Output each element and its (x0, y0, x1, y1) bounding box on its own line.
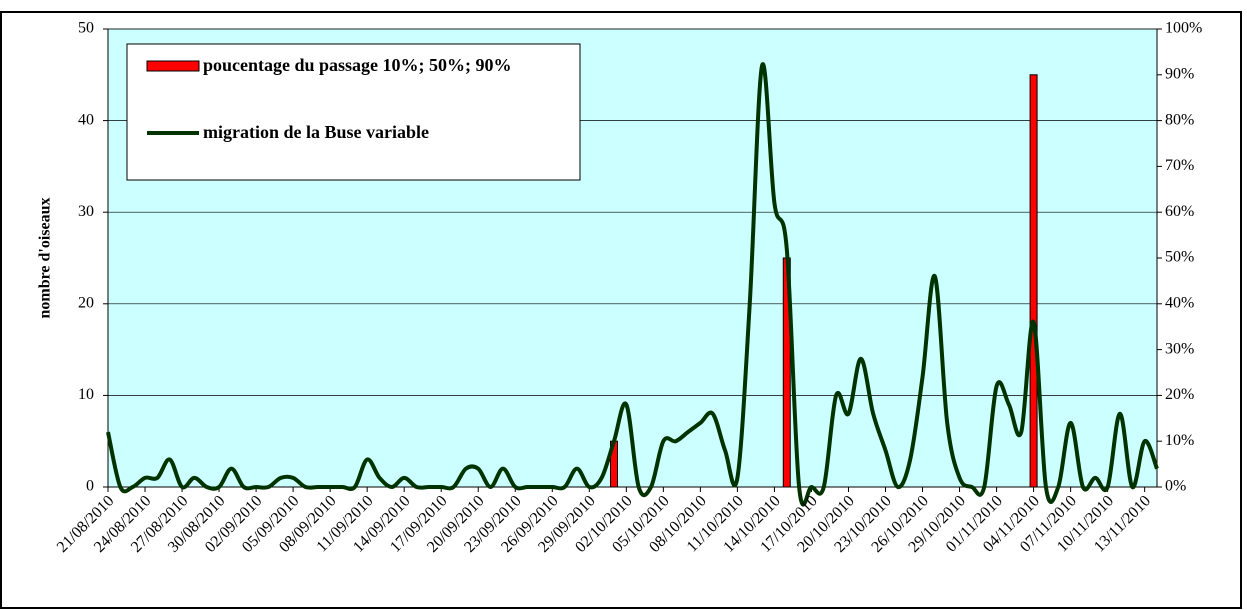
y2-tick-label: 30% (1165, 340, 1194, 357)
y2-tick-label: 20% (1165, 386, 1194, 403)
y2-tick-label: 10% (1165, 432, 1194, 449)
bar (1029, 74, 1038, 488)
y2-tick-label: 50% (1165, 249, 1194, 266)
y2-tick-label: 0% (1165, 478, 1186, 495)
y2-tick-label: 60% (1165, 203, 1194, 220)
y-tick-label: 30 (78, 203, 94, 220)
y2-tick-label: 40% (1165, 294, 1194, 311)
legend: poucentage du passage 10%; 50%; 90% migra… (126, 43, 581, 181)
y2-tick-label: 80% (1165, 111, 1194, 128)
y2-tick-label: 70% (1165, 157, 1194, 174)
legend-swatch (146, 60, 200, 72)
line (106, 62, 1159, 507)
legend-item: migration de la Buse variable (203, 122, 429, 142)
y-axis-title: nombre d'oiseaux (37, 197, 54, 318)
legend-label: migration de la Buse variable (203, 122, 429, 142)
marks (106, 62, 1159, 507)
y-tick-label: 0 (86, 478, 94, 495)
y2-tick-label: 100% (1165, 20, 1202, 37)
legend-box (126, 43, 581, 181)
y-tick-label: 10 (78, 386, 94, 403)
y2-tick-label: 90% (1165, 65, 1194, 82)
y-tick-label: 40 (78, 111, 94, 128)
y-tick-label: 50 (78, 20, 94, 37)
y-tick-label: 20 (78, 294, 94, 311)
legend-item: poucentage du passage 10%; 50%; 90% (203, 55, 512, 75)
legend-label: poucentage du passage 10%; 50%; 90% (203, 55, 512, 75)
